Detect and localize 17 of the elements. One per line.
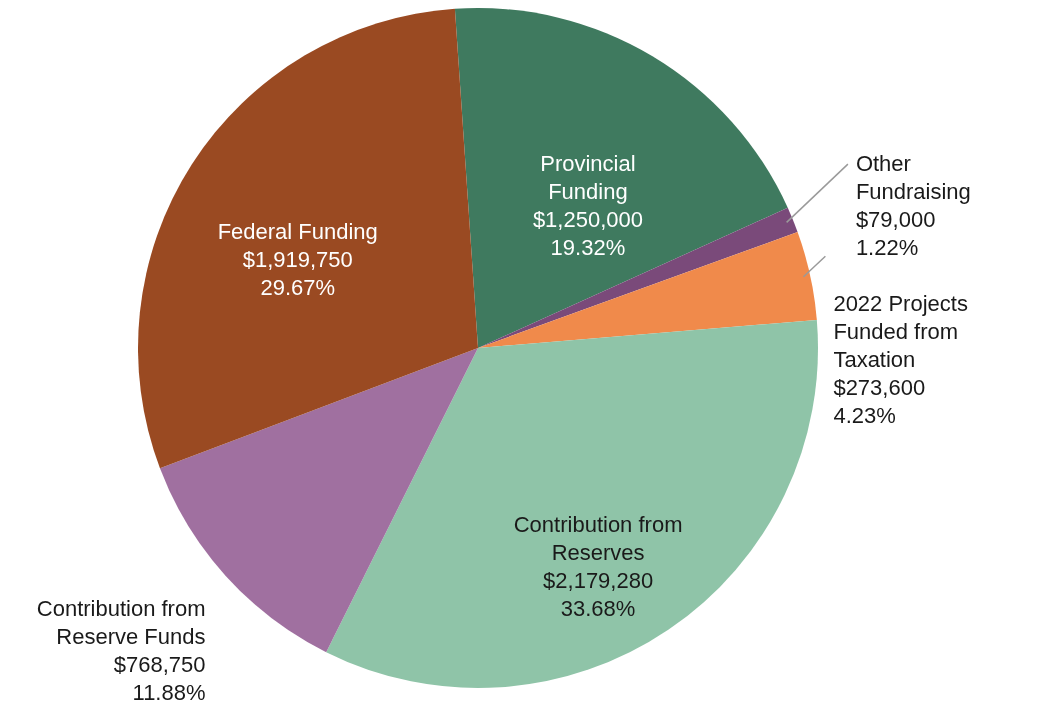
data-label: $1,250,000 19.32%	[532, 207, 643, 261]
data-label: $273,600 4.23%	[833, 375, 926, 429]
slice-label: Federal Funding	[217, 219, 378, 245]
slice-label: Contribution from Reserve Funds	[36, 596, 206, 650]
data-label: $2,179,280 33.68%	[543, 568, 654, 622]
pie-slice	[326, 319, 818, 688]
data-label: $768,750 11.88%	[113, 652, 206, 704]
data-label: $79,000 1.22%	[855, 207, 936, 261]
slice-label: Provincial Funding	[540, 151, 636, 205]
pie-slice	[478, 207, 798, 348]
slice-label: Other Fundraising	[855, 151, 971, 205]
pie-slice	[478, 231, 817, 348]
slice-label: Contribution from Reserves	[513, 512, 683, 566]
pie-slice	[138, 8, 478, 469]
data-label: $1,919,750 29.67%	[242, 247, 353, 301]
slice-label: 2022 Projects Funded from Taxation	[833, 291, 968, 373]
pie-slice	[454, 8, 788, 348]
